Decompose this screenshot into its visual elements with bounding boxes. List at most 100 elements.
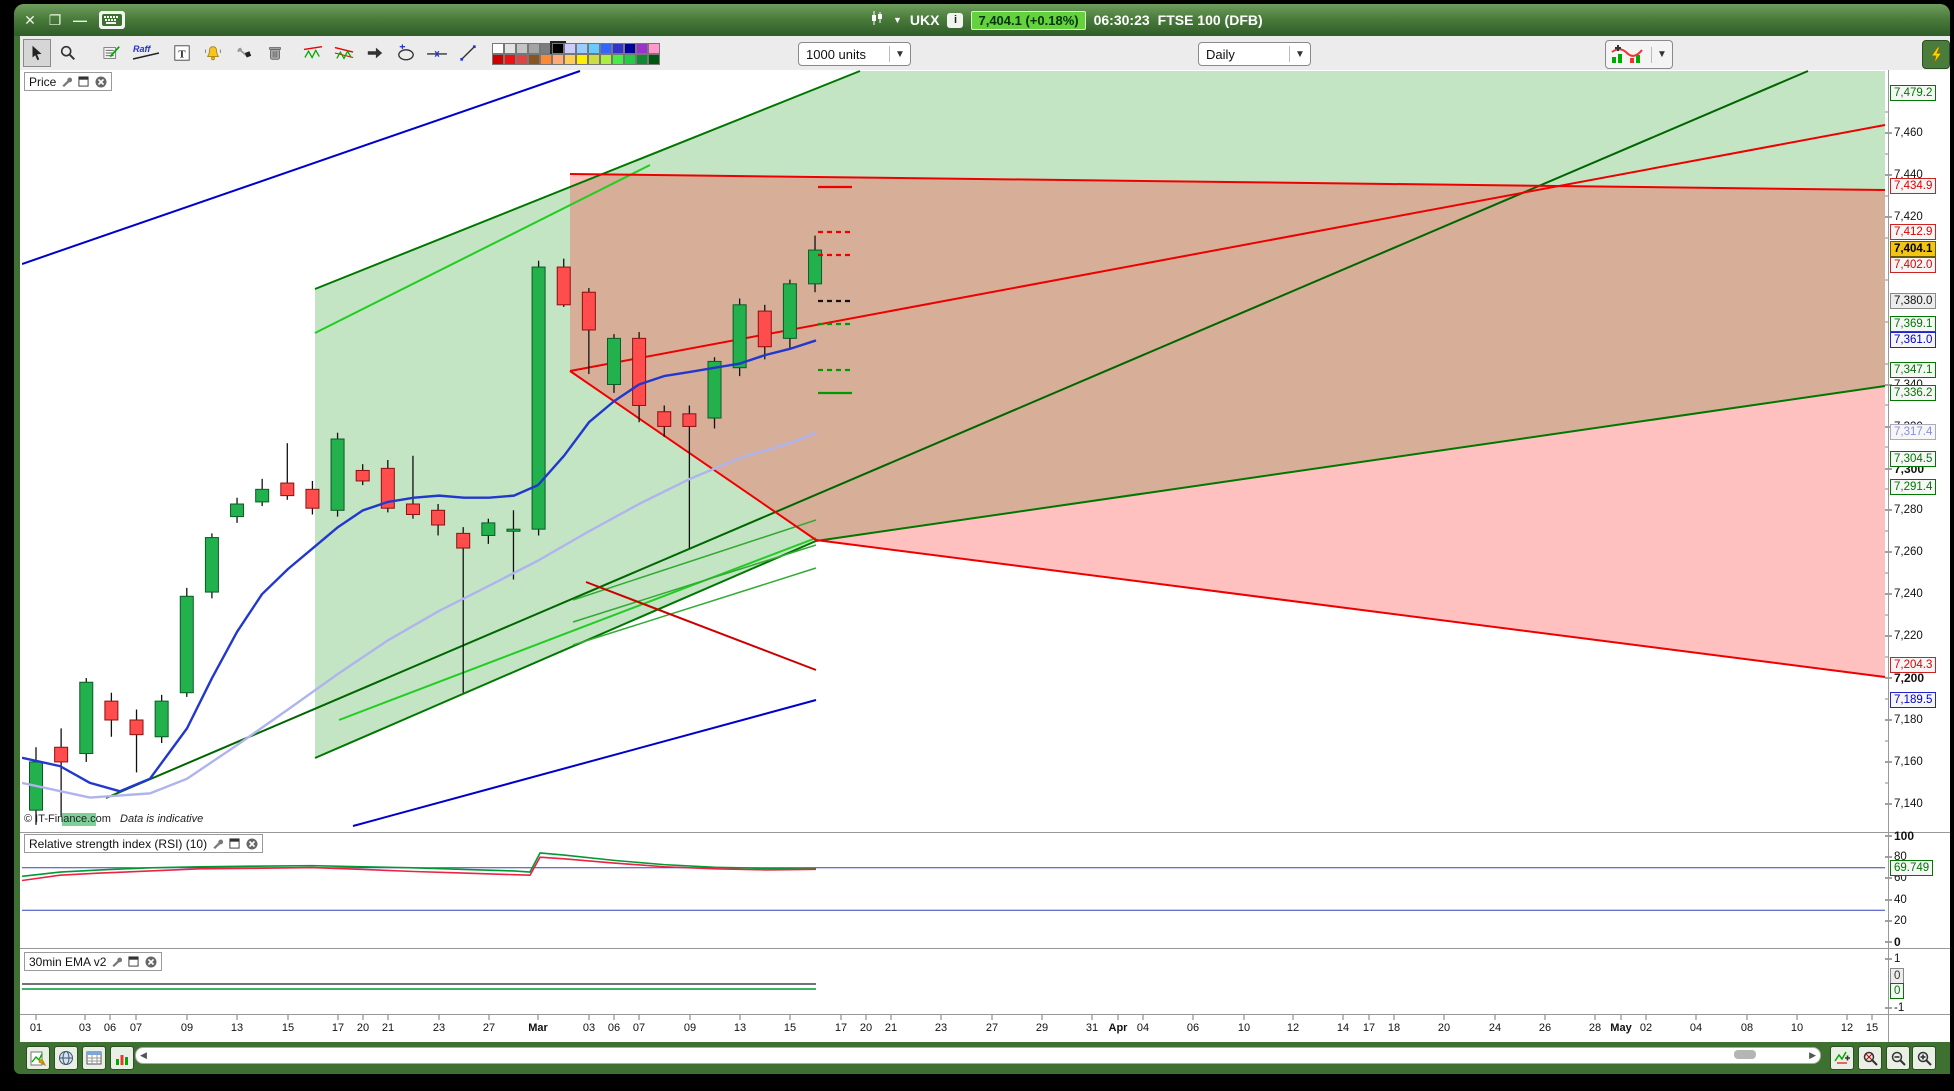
scroll-right-icon[interactable]: ▶ [1809, 1050, 1816, 1060]
keyboard-icon[interactable] [99, 11, 125, 29]
minimize-window-icon[interactable]: — [73, 12, 87, 28]
table-icon[interactable] [82, 1046, 106, 1070]
color-swatch[interactable] [648, 53, 660, 65]
indicator-list-icon[interactable] [98, 39, 126, 67]
color-swatch[interactable] [504, 42, 516, 54]
color-swatch[interactable] [636, 53, 648, 65]
date-axis-label: 07 [632, 1022, 646, 1034]
eraser-tools-icon[interactable] [230, 39, 258, 67]
units-dropdown[interactable]: 1000 units ▼ [798, 42, 911, 66]
color-swatch[interactable] [540, 42, 552, 54]
settings-wrench-icon[interactable] [110, 955, 123, 968]
color-swatch[interactable] [516, 42, 528, 54]
close-panel-icon[interactable] [144, 955, 157, 968]
color-swatch[interactable] [576, 53, 588, 65]
text-tool-button[interactable]: T [168, 39, 196, 67]
color-swatch[interactable] [624, 53, 636, 65]
detach-window-icon[interactable] [77, 75, 90, 88]
candle-body [230, 503, 245, 518]
settings-wrench-icon[interactable] [60, 75, 73, 88]
axis-tick-label: 7,240 [1894, 588, 1923, 600]
alert-bell-icon[interactable] [199, 39, 227, 67]
color-swatch[interactable] [528, 42, 540, 54]
color-swatch[interactable] [516, 53, 528, 65]
color-swatch[interactable] [600, 53, 612, 65]
color-swatch[interactable] [550, 40, 566, 56]
panel-divider[interactable] [20, 832, 1950, 833]
pointer-tool-button[interactable] [23, 39, 51, 67]
new-chart-icon[interactable] [26, 1046, 50, 1070]
lasso-tool-button[interactable] [392, 39, 420, 67]
color-swatch[interactable] [492, 42, 504, 54]
symbol-dropdown-icon[interactable]: ▼ [893, 15, 902, 25]
raff-channel-tool-button[interactable]: Raff [129, 39, 165, 67]
color-swatch[interactable] [540, 53, 552, 65]
trash-icon[interactable] [261, 39, 289, 67]
date-axis-label: 31 [1085, 1022, 1099, 1034]
color-swatch[interactable] [492, 53, 504, 65]
candle-body [657, 411, 672, 427]
candle-body [179, 595, 194, 694]
color-swatch[interactable] [624, 42, 636, 54]
color-swatch[interactable] [612, 53, 624, 65]
color-swatch[interactable] [600, 42, 612, 54]
trendline-tool-button[interactable] [454, 39, 482, 67]
price-level-badge: 7,404.1 [1890, 241, 1937, 257]
color-swatch[interactable] [564, 42, 576, 54]
color-swatch[interactable] [528, 53, 540, 65]
zoom-in-icon[interactable] [1912, 1046, 1936, 1070]
candle-body [506, 528, 521, 532]
info-icon[interactable]: i [947, 12, 964, 28]
add-indicator-button[interactable]: ▼ [1605, 40, 1673, 69]
price-level-badge: 7,434.9 [1890, 178, 1937, 194]
price-level-badge: 69.749 [1890, 860, 1934, 876]
quick-order-button[interactable] [1922, 40, 1950, 69]
timeframe-dropdown[interactable]: Daily ▼ [1198, 42, 1311, 66]
globe-icon[interactable] [54, 1046, 78, 1070]
restore-window-icon[interactable]: ❐ [48, 11, 62, 28]
color-swatch[interactable] [504, 53, 516, 65]
ema-panel-layer [22, 983, 816, 990]
timeframe-dropdown-arrow-icon[interactable]: ▼ [1289, 46, 1310, 62]
close-panel-icon[interactable] [245, 837, 258, 850]
date-axis-label: 12 [1840, 1022, 1854, 1034]
color-swatch[interactable] [588, 42, 600, 54]
scrollbar-thumb[interactable] [1734, 1050, 1756, 1059]
pattern-up-icon[interactable] [299, 39, 327, 67]
close-panel-icon[interactable] [94, 75, 107, 88]
zoom-out-icon[interactable] [1886, 1046, 1910, 1070]
detach-window-icon[interactable] [127, 955, 140, 968]
units-dropdown-arrow-icon[interactable]: ▼ [889, 46, 910, 62]
zoom-tool-button[interactable] [54, 39, 82, 67]
price-level-badge: 7,204.3 [1890, 657, 1937, 673]
chart-options-icon[interactable] [1830, 1046, 1854, 1070]
panel-divider[interactable] [20, 948, 1950, 949]
color-swatch[interactable] [552, 53, 564, 65]
date-axis-label: 10 [1790, 1022, 1804, 1034]
color-swatch[interactable] [636, 42, 648, 54]
horizontal-scrollbar[interactable]: ◀ ▶ [135, 1047, 1821, 1064]
histogram-icon[interactable] [110, 1046, 134, 1070]
axis-tick-label: 40 [1894, 894, 1907, 906]
color-swatch[interactable] [612, 42, 624, 54]
arrow-tool-button[interactable] [361, 39, 389, 67]
settings-wrench-icon[interactable] [211, 837, 224, 850]
color-swatch[interactable] [576, 42, 588, 54]
pattern-channel-icon[interactable] [330, 39, 358, 67]
color-swatch[interactable] [648, 42, 660, 54]
last-price-badge: 7,404.1 (+0.18%) [971, 10, 1086, 30]
scroll-left-icon[interactable]: ◀ [140, 1050, 147, 1060]
candle-body [808, 249, 823, 285]
detach-window-icon[interactable] [228, 837, 241, 850]
red-declining-support [585, 581, 817, 671]
color-swatch[interactable] [564, 53, 576, 65]
horizontal-line-tool-button[interactable] [423, 39, 451, 67]
zoom-fit-icon[interactable] [1858, 1046, 1882, 1070]
color-swatch[interactable] [588, 53, 600, 65]
date-axis-label: 06 [103, 1022, 117, 1034]
indicator-dropdown-arrow-icon[interactable]: ▼ [1651, 46, 1672, 63]
date-axis-label: 04 [1689, 1022, 1703, 1034]
close-window-icon[interactable]: ✕ [24, 11, 36, 28]
